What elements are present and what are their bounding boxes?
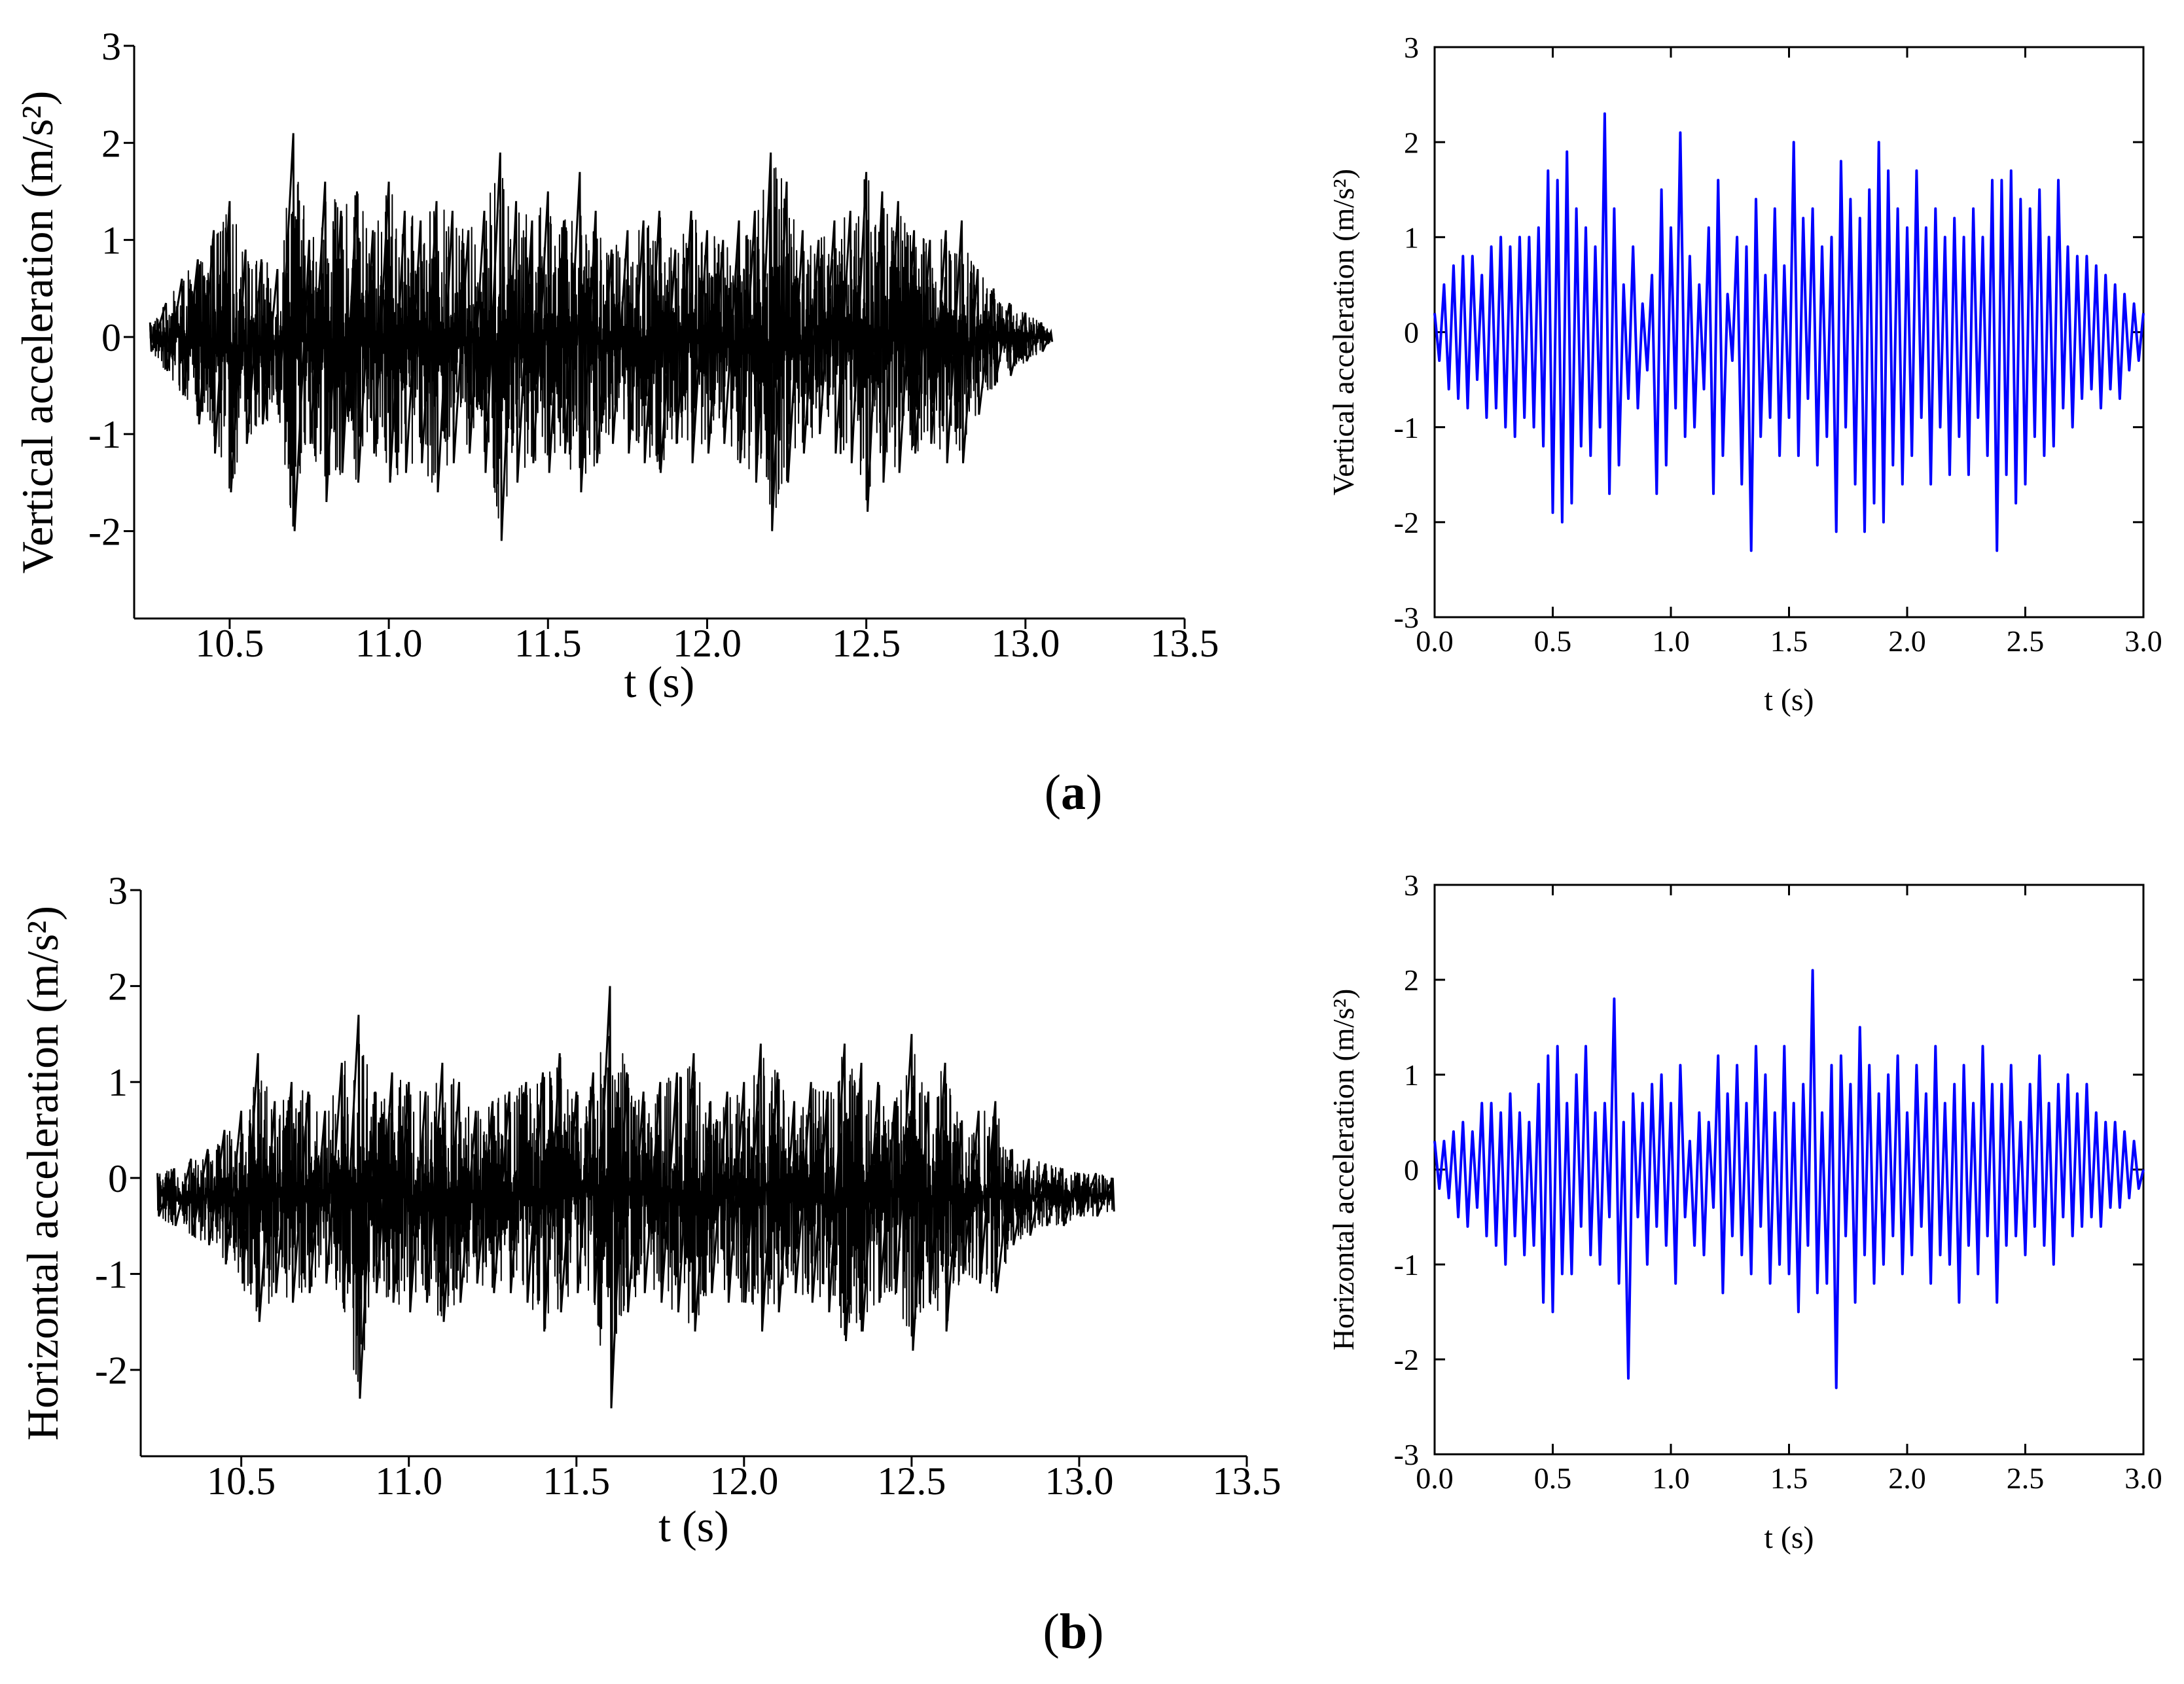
y-tick-label: -3 [1394,1438,1419,1471]
x-tick-label: 0.5 [1534,624,1572,658]
x-tick-label: 0.5 [1534,1461,1572,1495]
signal-trace-line [1433,112,2145,552]
y-tick-label: 2 [1404,126,1419,159]
chart-b-left: 10.5 11.0 11.5 12.0 12.5 13.0 13.5 -2 -1 0 1 2 3 t (s… [18,869,1281,1551]
x-tick-label: 11.0 [355,622,423,665]
y-tick-label: -2 [88,511,121,554]
y-tick-label: 2 [108,965,128,1009]
y-tick-label: -1 [1394,1248,1419,1281]
y-tick-label: -2 [1394,506,1419,539]
x-axis-label: t (s) [1764,1520,1814,1555]
y-tick-label: 2 [1404,963,1419,997]
x-tick-label: 10.5 [207,1460,276,1503]
x-tick-label: 1.5 [1770,624,1808,658]
y-tick-label: 1 [1404,1058,1419,1092]
x-tick-label: 2.5 [2007,1461,2045,1495]
y-axis-label: Vertical acceleration (m/s²) [12,91,62,574]
signal-trace-line [1433,969,2145,1389]
x-axis-label: t (s) [658,1501,729,1551]
y-tick-label: 1 [1404,221,1419,254]
x-tick-label: 1.0 [1652,624,1690,658]
signal-trace-fill [156,1035,1114,1395]
x-tick-label: 2.0 [1888,1461,1926,1495]
x-tick-label: 12.0 [709,1460,778,1503]
y-tick-label: 0 [1404,316,1419,349]
x-tick-label: 11.5 [543,1460,610,1503]
y-tick-label: 0 [101,316,121,359]
y-tick-label: -2 [95,1349,128,1392]
signal-trace-fill [149,167,1052,527]
y-tick-label: 0 [1404,1153,1419,1187]
y-tick-label: -1 [95,1253,128,1296]
x-tick-label: 12.5 [877,1460,946,1503]
x-tick-label: 11.0 [375,1460,442,1503]
x-tick-label: 2.5 [2007,624,2045,658]
x-tick-label: 0.0 [1416,624,1454,658]
signal-trace-peaks [149,133,1054,541]
x-axis-label: t (s) [1764,683,1814,717]
y-tick-label: -3 [1394,601,1419,634]
x-tick-label: 2.0 [1888,624,1926,658]
chart-b-right: 0.0 0.5 1.0 1.5 2.0 2.5 3.0 -3 -2 -1 0 1 2 3 t (s) Hori… [1327,869,2162,1555]
caption-b: (b) [1043,1604,1104,1659]
y-tick-label: 3 [101,25,121,68]
x-tick-label: 0.0 [1416,1461,1454,1495]
x-tick-label: 13.0 [1045,1460,1113,1503]
y-tick-label: -2 [1394,1343,1419,1376]
y-tick-label: -1 [1394,411,1419,444]
y-tick-label: 3 [108,869,128,912]
x-tick-label: 10.5 [195,622,264,665]
y-tick-label: 1 [108,1061,128,1104]
chart-a-right: 0.0 0.5 1.0 1.5 2.0 2.5 3.0 -3 -2 -1 0 1 2 3 t (s) Vert… [1327,31,2162,717]
chart-a-left: 10.5 11.0 11.5 12.0 12.5 13.0 13.5 -2 -1 0 1 2 3 t (s… [12,25,1219,707]
x-tick-label: 13.0 [991,622,1060,665]
x-tick-label: 13.5 [1151,622,1219,665]
y-tick-label: 3 [1404,31,1419,64]
y-axis-label: Horizontal acceleration (m/s²) [1327,989,1360,1351]
y-tick-label: 1 [101,219,121,262]
y-tick-label: -1 [88,413,121,456]
x-tick-label: 1.0 [1652,1461,1690,1495]
x-tick-label: 12.5 [832,622,901,665]
y-tick-label: 3 [1404,869,1419,902]
x-tick-label: 13.5 [1213,1460,1281,1503]
y-axis-label: Horizontal acceleration (m/s²) [18,906,67,1441]
x-tick-label: 11.5 [514,622,582,665]
y-tick-label: 0 [108,1157,128,1200]
x-tick-label: 3.0 [2124,624,2162,658]
x-tick-label: 1.5 [1770,1461,1808,1495]
x-tick-label: 3.0 [2124,1461,2162,1495]
x-axis-label: t (s) [624,657,695,707]
x-tick-label: 12.0 [673,622,742,665]
y-tick-label: 2 [101,122,121,165]
y-axis-label: Vertical acceleration (m/s²) [1327,169,1360,495]
signal-trace-peaks [156,986,1115,1408]
caption-a: (a) [1044,765,1103,820]
